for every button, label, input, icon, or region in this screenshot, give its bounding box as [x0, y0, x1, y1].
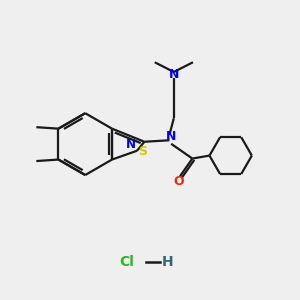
- Text: O: O: [173, 175, 184, 188]
- Text: Cl: Cl: [119, 255, 134, 269]
- Text: N: N: [169, 68, 179, 80]
- Text: N: N: [125, 138, 136, 151]
- Text: S: S: [138, 145, 147, 158]
- Text: N: N: [165, 130, 176, 143]
- Text: H: H: [162, 255, 173, 269]
